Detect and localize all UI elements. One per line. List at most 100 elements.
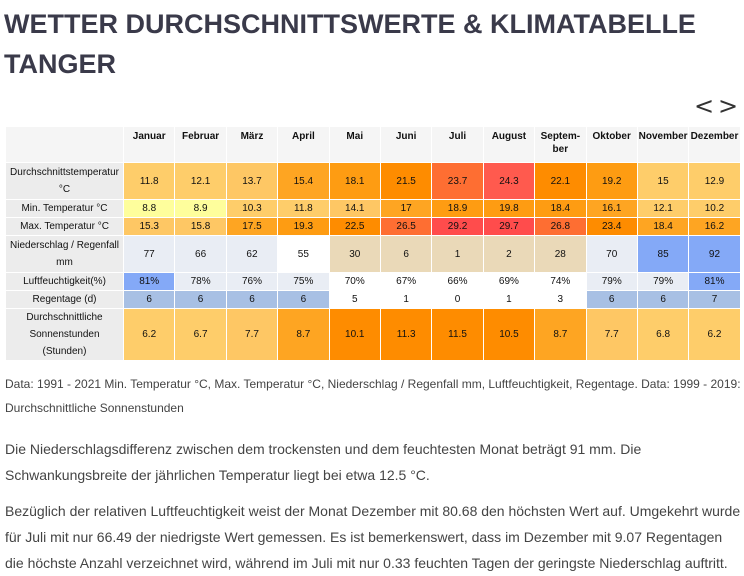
table-row: Max. Temperatur °C 15.3 15.8 17.5 19.3 22.5 26… [5,217,741,236]
row-label: Luftfeuchtigkeit(%) [5,272,124,291]
table-cell: 10.5 [482,308,536,361]
climate-table: Januar Februar März April Mai Juni Juli August S… [5,126,741,361]
table-cell: 74% [534,272,587,291]
table-cell: 17 [379,199,433,218]
table-cell: 6 [636,290,690,309]
month-header: März [225,126,279,163]
table-row: Min. Temperatur °C 8.8 8.9 10.3 11.8 14.1 17 18… [5,199,741,218]
table-cell: 85 [636,235,690,273]
table-cell: 12.1 [636,199,690,218]
table-cell: 8.7 [277,308,330,361]
row-label: Durchschnittstemperatur °C [5,162,124,200]
table-cell: 67% [379,272,433,291]
month-header: April [277,126,330,163]
table-cell: 12.1 [174,162,227,200]
table-cell: 7.7 [225,308,279,361]
table-row: Niederschlag / Regenfall mm 77 66 62 55 30 6 1 2… [5,235,741,273]
month-header: August [482,126,536,163]
table-cell: 11.8 [277,199,330,218]
table-cell: 1 [379,290,433,309]
table-cell: 18.9 [431,199,484,218]
table-cell: 16.1 [585,199,638,218]
table-cell: 30 [328,235,381,273]
table-cell: 15.3 [122,217,176,236]
table-cell: 18.1 [328,162,381,200]
table-cell: 23.4 [585,217,638,236]
table-cell: 22.1 [534,162,587,200]
table-cell: 24.3 [482,162,536,200]
table-cell: 6 [225,290,279,309]
table-cell: 26.5 [379,217,433,236]
next-arrow-icon[interactable]: > [718,92,739,120]
table-cell: 13.7 [225,162,279,200]
table-cell: 10.2 [688,199,741,218]
table-row: Luftfeuchtigkeit(%) 81% 78% 76% 75% 70% 67% 66%… [5,272,741,291]
humidity-summary: Bezüglich der relativen Luftfeuchtigkeit… [5,503,741,571]
table-cell: 6 [379,235,433,273]
month-navigation: < > [690,92,738,120]
table-cell: 8.8 [122,199,176,218]
table-cell: 8.7 [534,308,587,361]
table-cell: 29.7 [482,217,536,236]
table-cell: 6 [585,290,638,309]
table-cell: 23.7 [431,162,484,200]
table-cell: 1 [482,290,536,309]
table-cell: 16.2 [688,217,741,236]
table-cell: 17.5 [225,217,279,236]
table-cell: 21.5 [379,162,433,200]
row-label: Max. Temperatur °C [5,217,124,236]
table-cell: 15 [636,162,690,200]
table-cell: 6.2 [688,308,741,361]
table-corner-cell [5,126,124,163]
table-cell: 15.8 [174,217,227,236]
table-cell: 22.5 [328,217,381,236]
month-header: Mai [328,126,381,163]
table-cell: 14.1 [328,199,381,218]
table-cell: 6.8 [636,308,690,361]
table-cell: 7.7 [585,308,638,361]
table-cell: 70% [328,272,381,291]
table-row: Durchschnittstemperatur °C 11.8 12.1 13.7 15… [5,162,741,200]
table-row: Regentage (d) 6 6 6 6 5 1 0 1 3 6 6 7 [5,290,741,309]
table-cell: 66 [174,235,227,273]
table-cell: 5 [328,290,381,309]
table-cell: 8.9 [174,199,227,218]
month-header: Juli [431,126,484,163]
table-cell: 7 [688,290,741,309]
table-cell: 77 [122,235,176,273]
table-cell: 19.2 [585,162,638,200]
table-cell: 6.7 [174,308,227,361]
table-cell: 11.5 [431,308,484,361]
month-header: Februar [174,126,227,163]
table-cell: 26.8 [534,217,587,236]
table-cell: 3 [534,290,587,309]
table-cell: 11.8 [122,162,176,200]
row-label: Durchschnittliche Sonnenstunden (Stunden… [5,308,124,361]
table-cell: 11.3 [379,308,433,361]
table-cell: 66% [431,272,484,291]
table-cell: 79% [636,272,690,291]
table-cell: 76% [225,272,279,291]
month-header: Septem-ber [534,126,587,163]
table-cell: 6 [122,290,176,309]
table-cell: 92 [688,235,741,273]
table-cell: 78% [174,272,227,291]
table-cell: 6.2 [122,308,176,361]
table-cell: 0 [431,290,484,309]
table-cell: 62 [225,235,279,273]
table-cell: 10.3 [225,199,279,218]
table-cell: 6 [277,290,330,309]
table-cell: 79% [585,272,638,291]
table-cell: 18.4 [534,199,587,218]
prev-arrow-icon[interactable]: < [694,92,715,120]
table-cell: 6 [174,290,227,309]
table-cell: 70 [585,235,638,273]
table-cell: 69% [482,272,536,291]
table-cell: 55 [277,235,330,273]
month-header: Juni [379,126,433,163]
table-row: Durchschnittliche Sonnenstunden (Stunden… [5,308,741,361]
precipitation-summary: Die Niederschlagsdifferenz zwischen dem … [5,441,642,483]
table-cell: 19.3 [277,217,330,236]
table-cell: 2 [482,235,536,273]
